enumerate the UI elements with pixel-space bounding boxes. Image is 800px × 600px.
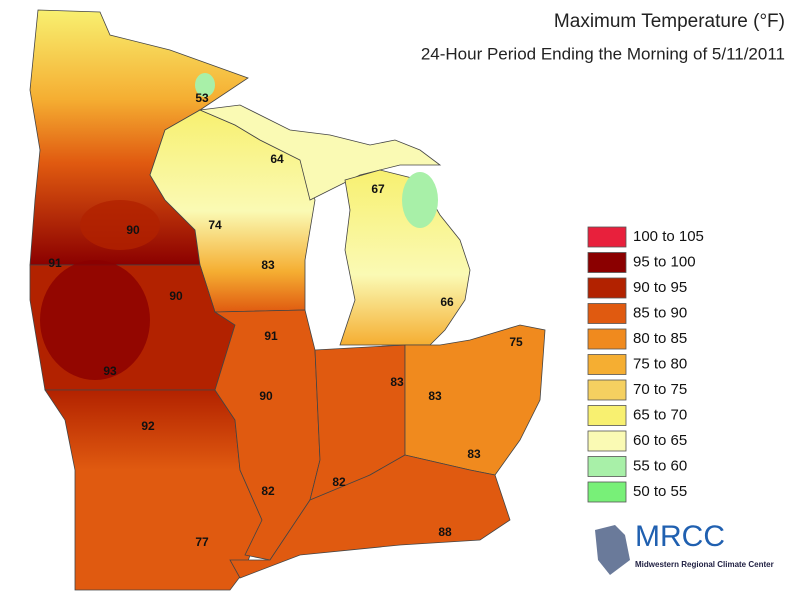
station-label: 93 [103,364,117,378]
legend-label: 100 to 105 [633,228,704,245]
legend-label: 70 to 75 [633,381,687,398]
station-label: 53 [195,91,209,105]
legend-label: 50 to 55 [633,483,687,500]
legend-swatch [587,303,627,324]
legend-label: 80 to 85 [633,330,687,347]
station-label: 77 [195,535,209,549]
legend-label: 65 to 70 [633,406,687,423]
kentucky [229,454,511,579]
station-label: 64 [270,152,284,166]
logo: MRCC Midwestern Regional Climate Center [595,520,774,575]
station-label: 66 [440,295,454,309]
station-label: 74 [208,218,222,232]
station-label: 91 [264,329,278,343]
legend-label: 85 to 90 [633,304,687,321]
legend-label: 60 to 65 [633,432,687,449]
legend-swatch [587,277,627,299]
legend-label: 75 to 80 [633,355,687,372]
station-label: 91 [48,256,62,270]
station-label: 75 [509,335,523,349]
station-label: 92 [141,419,155,433]
station-label: 90 [259,389,273,403]
station-label: 90 [169,289,183,303]
station-label: 83 [390,375,404,389]
station-label: 88 [438,525,452,539]
legend-label: 90 to 95 [633,279,687,296]
legend-label: 95 to 100 [633,253,696,270]
station-label: 82 [261,484,275,498]
states [29,9,546,591]
station-label: 83 [467,447,481,461]
legend-swatch [587,456,627,477]
station-labels: 53 64 67 90 74 91 83 90 66 91 75 93 83 9… [48,91,523,549]
upper-michigan [198,104,442,201]
legend-swatch [587,328,627,350]
logo-icon [595,525,630,575]
legend-swatch [587,354,627,375]
legend-swatch [587,405,627,426]
logo-name: MRCC [635,520,725,553]
legend-swatch [587,252,627,273]
legend-swatch [587,379,627,401]
hot-zone [40,260,150,380]
legend-swatch [587,226,627,248]
station-label: 83 [428,389,442,403]
station-label: 83 [261,258,275,272]
legend-swatch [587,481,627,503]
title: Maximum Temperature (°F) [554,11,785,32]
station-label: 90 [126,223,140,237]
subtitle: 24-Hour Period Ending the Morning of 5/1… [421,44,785,63]
station-label: 82 [332,475,346,489]
legend-label: 55 to 60 [633,457,687,474]
cool-zone [195,73,215,97]
station-label: 67 [371,182,385,196]
logo-subtitle: Midwestern Regional Climate Center [635,560,774,569]
legend: 100 to 105 95 to 100 90 to 95 85 to 90 80 to… [587,226,704,503]
legend-swatch [587,430,627,452]
cool-zone [402,172,438,228]
hot-zone [80,200,160,250]
